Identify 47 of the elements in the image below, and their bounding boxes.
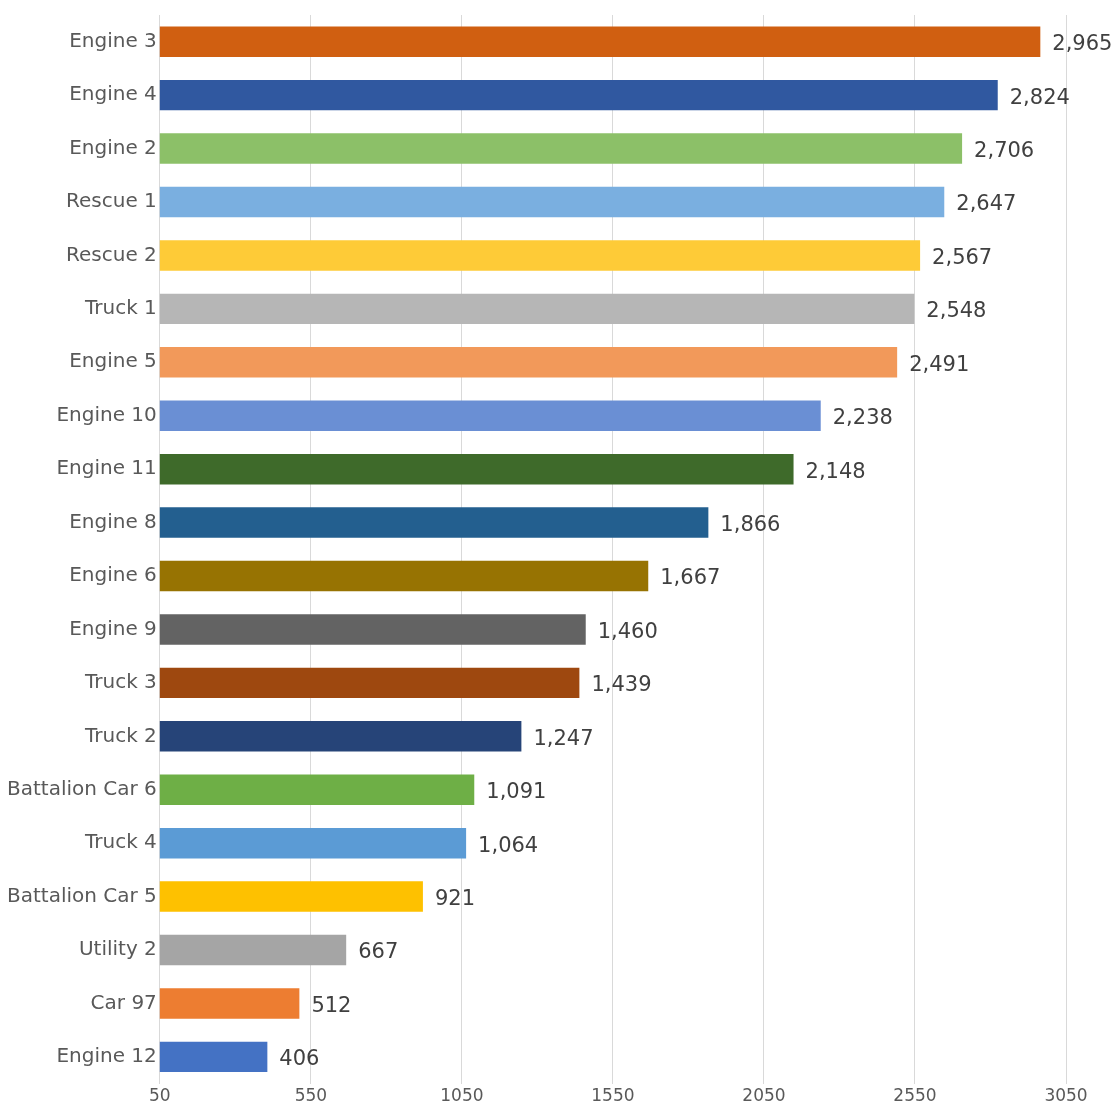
- data-label: 2,824: [1009, 84, 1070, 109]
- data-label: 2,567: [932, 244, 993, 269]
- data-label: 512: [311, 992, 352, 1017]
- y-tick-label: Engine 12: [56, 1043, 157, 1068]
- y-tick-label: Engine 4: [69, 81, 157, 106]
- data-label: 1,866: [720, 512, 781, 537]
- y-tick-label: Truck 4: [83, 829, 157, 854]
- data-label: 1,439: [591, 672, 652, 697]
- y-tick-label: Car 97: [90, 989, 157, 1014]
- data-label: 2,965: [1052, 31, 1113, 56]
- data-label: 406: [279, 1046, 320, 1071]
- y-tick-label: Engine 10: [56, 401, 157, 426]
- y-tick-label: Engine 8: [69, 508, 157, 533]
- x-tick-label: 2550: [893, 1085, 937, 1106]
- y-tick-label: Truck 2: [83, 722, 157, 747]
- data-label: 1,064: [478, 832, 539, 857]
- x-tick-label: 2050: [742, 1085, 786, 1106]
- y-tick-label: Engine 6: [69, 562, 157, 587]
- y-tick-label: Engine 11: [56, 455, 157, 480]
- data-label: 921: [434, 886, 476, 911]
- y-tick-label: Truck 3: [83, 669, 157, 694]
- data-label: 1,091: [486, 779, 547, 804]
- x-tick-label: 50: [149, 1085, 171, 1106]
- data-label: 2,706: [974, 138, 1035, 163]
- data-label: 1,247: [533, 725, 594, 750]
- data-label: 2,647: [956, 191, 1017, 216]
- y-tick-label: Battalion Car 6: [7, 775, 157, 800]
- data-label: 2,491: [909, 351, 970, 376]
- x-tick-label: 3050: [1044, 1085, 1088, 1106]
- y-tick-label: Engine 2: [69, 134, 157, 159]
- x-tick-label: 1550: [591, 1085, 635, 1106]
- y-tick-label: Rescue 1: [66, 188, 157, 213]
- x-tick-label: 550: [294, 1085, 328, 1106]
- data-label: 1,667: [660, 565, 721, 590]
- data-label: 2,148: [805, 458, 866, 483]
- data-label: 667: [358, 939, 399, 964]
- y-tick-label: Battalion Car 5: [7, 882, 157, 907]
- y-tick-label: Engine 3: [69, 27, 157, 52]
- data-label: 2,238: [832, 405, 893, 430]
- data-label: 1,460: [597, 618, 658, 643]
- data-label: 2,548: [926, 298, 987, 323]
- y-tick-label: Utility 2: [78, 936, 157, 961]
- y-tick-label: Truck 1: [83, 295, 157, 320]
- y-tick-label: Engine 9: [69, 615, 157, 640]
- x-tick-label: 1050: [440, 1085, 484, 1106]
- y-tick-label: Rescue 2: [66, 241, 157, 266]
- y-tick-label: Engine 5: [69, 348, 157, 373]
